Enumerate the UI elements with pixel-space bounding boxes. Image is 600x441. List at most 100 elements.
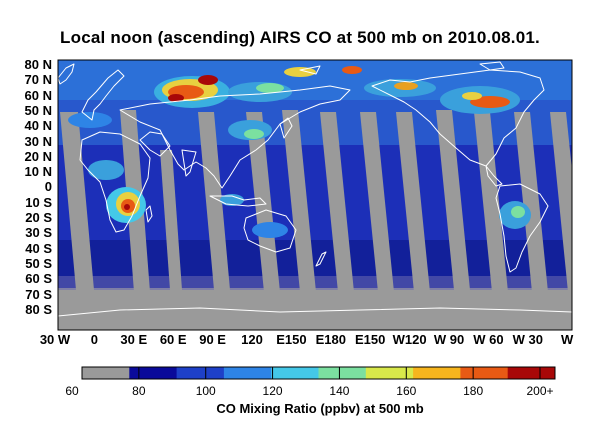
longitude-label: E180 <box>315 332 346 347</box>
latitude-label: 40 N <box>24 118 52 134</box>
colorbar-label: CO Mixing Ratio (ppbv) at 500 mb <box>216 401 424 416</box>
arctic-island-coast <box>299 65 321 75</box>
latitude-label: 70 N <box>24 72 52 88</box>
north-atlantic-co <box>68 112 112 128</box>
longitude-label: E150 <box>276 332 307 347</box>
orbit-gap <box>160 150 182 290</box>
map-frame <box>57 59 573 331</box>
central-america-coast <box>485 165 503 187</box>
south-america-co-high <box>511 206 525 218</box>
colorbar-segment <box>129 367 178 379</box>
longitude-label: W 30 <box>512 332 543 347</box>
greenland-coast <box>58 63 75 85</box>
orbit-gap <box>320 112 354 292</box>
orbit-gap <box>474 112 508 292</box>
colorbar-tick-label: 100 <box>195 384 216 398</box>
latitude-label: 60 N <box>24 87 52 103</box>
orbit-gap <box>360 112 394 292</box>
latitude-label: 30 N <box>24 133 52 149</box>
madagascar-coast <box>145 205 153 223</box>
colorbar-segment <box>271 367 319 379</box>
latitude-label: 20 S <box>25 210 52 225</box>
latitude-label: 70 S <box>25 286 52 302</box>
orbit-gap <box>396 112 430 292</box>
colorbar-segment <box>176 367 225 379</box>
arctic-island-coast <box>479 61 505 71</box>
australia-co <box>252 222 288 238</box>
colorbar-segment <box>82 367 130 379</box>
latitude-label: 60 S <box>25 271 52 287</box>
longitude-label: W 60 <box>473 332 504 347</box>
maritime-co <box>220 194 244 206</box>
antarctica-coast <box>58 307 572 317</box>
latitude-label: 10 N <box>24 164 52 180</box>
colorbar-segment <box>365 367 414 379</box>
longitude-label: W 90 <box>433 332 465 347</box>
latitude-label: 50 S <box>25 255 52 271</box>
north-america-co-high <box>470 96 510 108</box>
colorbar-segment <box>413 367 461 379</box>
latitude-label: 40 S <box>25 240 52 256</box>
colorbar-segment <box>460 367 509 379</box>
orbit-gap <box>514 112 548 292</box>
europe-coast <box>81 69 125 121</box>
latitude-label: 20 N <box>24 148 52 164</box>
eurasia-coast <box>119 85 351 189</box>
orbit-gap <box>436 110 470 290</box>
colorbar-segment <box>507 367 556 379</box>
north-america-coast <box>371 69 545 167</box>
colorbar-tick-label: 60 <box>65 384 79 398</box>
east-asia-co-high <box>244 129 264 139</box>
longitude-label: W <box>561 332 574 347</box>
longitude-label: E150 <box>355 332 386 347</box>
longitude-label: 0 <box>90 332 98 347</box>
russia-plume-peak <box>168 94 184 102</box>
colorbar <box>81 366 556 380</box>
map-title: Local noon (ascending) AIRS CO at 500 mb… <box>60 28 540 47</box>
orbit-gaps <box>60 110 572 292</box>
latitude-label: 80 N <box>24 57 52 72</box>
australia-coast <box>243 209 297 253</box>
russia-plume-peak <box>198 75 218 85</box>
orbit-gap <box>282 110 316 292</box>
southern-africa-co-peak <box>124 204 130 210</box>
colorbar-tick-label: 140 <box>329 384 350 398</box>
colorbar-tick-label: 200+ <box>526 384 554 398</box>
west-africa-co <box>88 160 124 180</box>
north-pacific-co-high <box>394 82 418 90</box>
new-zealand-coast <box>315 251 327 267</box>
colorbar-tick-label: 160 <box>396 384 417 398</box>
longitude-label: 120 <box>241 332 263 347</box>
longitude-label: 60 E <box>159 332 187 347</box>
latitude-label: 0 <box>44 179 52 195</box>
orbit-gap <box>550 112 572 292</box>
co-field <box>58 60 572 330</box>
longitude-label: W120 <box>392 332 427 347</box>
longitude-label: 90 E <box>199 332 226 347</box>
arabia-coast <box>139 131 171 157</box>
coastlines <box>58 61 572 317</box>
arctic-co <box>284 67 316 77</box>
colorbar-segment <box>223 367 272 379</box>
colorbar-segment <box>318 367 367 379</box>
india-coast <box>181 149 197 177</box>
longitude-label: 30 W <box>39 332 71 347</box>
indonesia-coast <box>209 195 267 207</box>
longitude-label: 30 E <box>120 332 148 347</box>
colorbar-tick-label: 80 <box>132 384 146 398</box>
orbit-gap <box>246 112 280 292</box>
arctic-co <box>342 66 362 74</box>
colorbar-tick-label: 180 <box>463 384 484 398</box>
latitude-label: 80 S <box>25 301 52 317</box>
japan-coast <box>279 117 293 139</box>
latitude-label: 50 N <box>24 102 52 118</box>
north-america-co-mid <box>462 92 482 100</box>
colorbar-tick-label: 120 <box>262 384 283 398</box>
co-enhancements <box>68 66 531 238</box>
south-america-coast <box>495 183 549 273</box>
latitude-label: 10 S <box>25 194 52 210</box>
latitude-label: 30 S <box>25 225 52 241</box>
orbit-gap <box>198 112 230 290</box>
colorbar-frame <box>81 366 556 380</box>
